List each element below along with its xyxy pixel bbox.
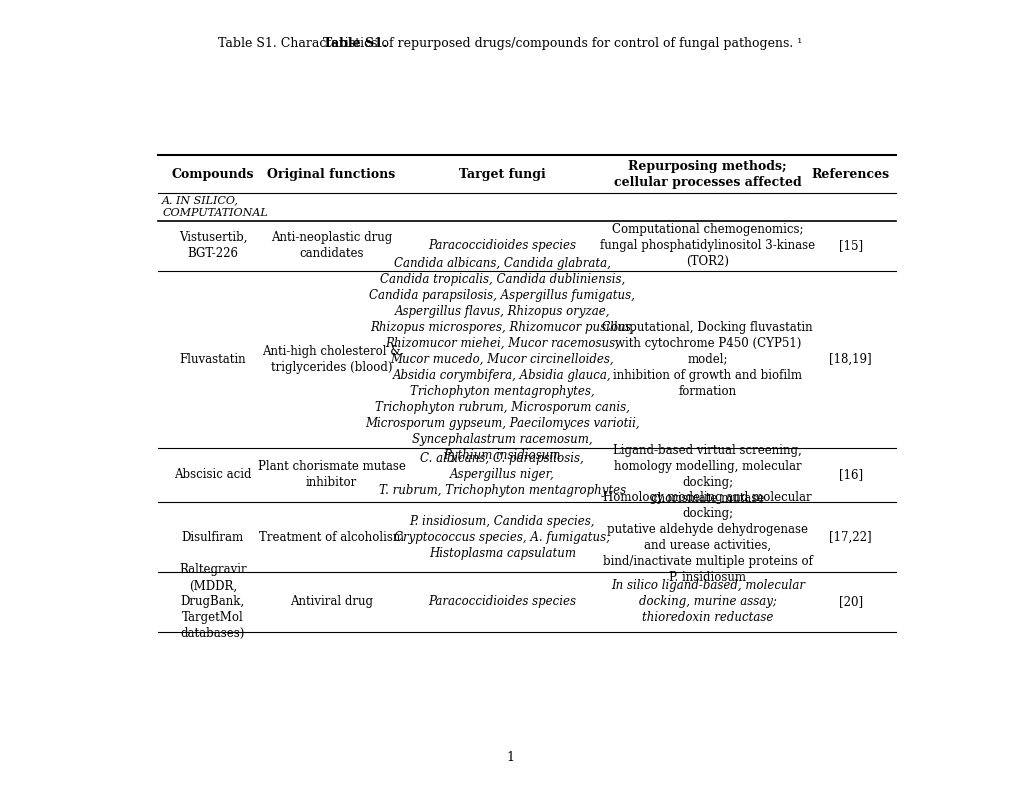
Text: [18,19]: [18,19]	[828, 352, 871, 366]
Text: [16]: [16]	[838, 469, 862, 481]
Text: Computational chemogenomics;
fungal phosphatidylinositol 3-kinase
(TOR2): Computational chemogenomics; fungal phos…	[599, 223, 814, 268]
Text: References: References	[811, 168, 889, 180]
Text: Computational, Docking fluvastatin
with cytochrome P450 (CYP51)
model;
inhibitio: Computational, Docking fluvastatin with …	[602, 321, 812, 398]
Text: Ligand-based virtual screening,
homology modelling, molecular
docking;
chorismat: Ligand-based virtual screening, homology…	[612, 444, 801, 505]
Text: Table S1.: Table S1.	[323, 37, 387, 50]
Text: C. albicans, C. parapsilosis,
Aspergillus niger,
T. rubrum, Trichophyton mentagr: C. albicans, C. parapsilosis, Aspergillu…	[378, 452, 625, 497]
Text: Antiviral drug: Antiviral drug	[289, 595, 373, 608]
Text: Original functions: Original functions	[267, 168, 395, 180]
Text: Paracoccidioides species: Paracoccidioides species	[428, 239, 576, 252]
Text: Vistusertib,
BGT-226: Vistusertib, BGT-226	[178, 231, 247, 260]
Text: Paracoccidioides species: Paracoccidioides species	[428, 595, 576, 608]
Text: Candida albicans, Candida glabrata,
Candida tropicalis, Candida dubliniensis,
Ca: Candida albicans, Candida glabrata, Cand…	[365, 257, 639, 462]
Text: In silico ligand-based, molecular
docking, murine assay;
thioredoxin reductase: In silico ligand-based, molecular dockin…	[610, 579, 804, 624]
Text: Anti-high cholesterol &
triglycerides (blood): Anti-high cholesterol & triglycerides (b…	[262, 344, 400, 374]
Text: [17,22]: [17,22]	[828, 530, 871, 544]
Text: A. IN SILICO,
COMPUTATIONAL: A. IN SILICO, COMPUTATIONAL	[162, 195, 268, 218]
Text: Fluvastatin: Fluvastatin	[179, 352, 246, 366]
Text: Plant chorismate mutase
inhibitor: Plant chorismate mutase inhibitor	[257, 460, 405, 489]
Text: [15]: [15]	[838, 239, 862, 252]
Text: 1: 1	[505, 752, 514, 764]
Text: Compounds: Compounds	[171, 168, 254, 180]
Text: Homology modeling and molecular
docking;
putative aldehyde dehydrogenase
and ure: Homology modeling and molecular docking;…	[602, 491, 812, 584]
Text: Abscisic acid: Abscisic acid	[174, 469, 252, 481]
Text: Treatment of alcoholism: Treatment of alcoholism	[259, 530, 404, 544]
Text: Table S1. Characteristics of repurposed drugs/compounds for control of fungal pa: Table S1. Characteristics of repurposed …	[218, 37, 801, 50]
Text: [20]: [20]	[838, 595, 862, 608]
Text: Raltegravir
(MDDR,
DrugBank,
TargetMol
databases): Raltegravir (MDDR, DrugBank, TargetMol d…	[179, 563, 247, 641]
Text: Repurposing methods;
cellular processes affected: Repurposing methods; cellular processes …	[613, 159, 801, 188]
Text: Disulfiram: Disulfiram	[181, 530, 244, 544]
Text: P. insidiosum, Candida species,
Cryptococcus species, A. fumigatus,
Histoplasma : P. insidiosum, Candida species, Cryptoco…	[394, 515, 609, 559]
Text: Anti-neoplastic drug
candidates: Anti-neoplastic drug candidates	[271, 231, 391, 260]
Text: Target fungi: Target fungi	[459, 168, 545, 180]
